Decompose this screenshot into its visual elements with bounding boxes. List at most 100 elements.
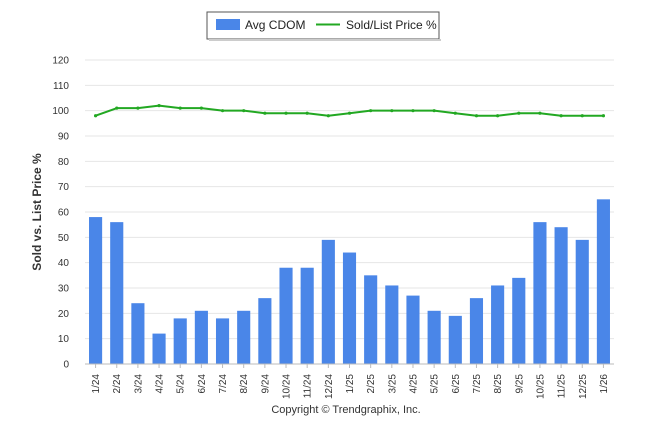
bar-avg-cdom-5-25 (427, 310, 441, 364)
y-tick-label: 60 (58, 208, 70, 219)
point-sold-list-6-25 (453, 111, 457, 115)
bar-avg-cdom-3-25 (385, 285, 399, 364)
legend-label-sold-list: Sold/List Price % (346, 18, 437, 32)
bar-avg-cdom-5-24 (173, 318, 187, 364)
bar-avg-cdom-6-25 (448, 315, 462, 364)
bar-avg-cdom-7-25 (469, 298, 484, 364)
bar-avg-cdom-1-25 (342, 252, 357, 364)
x-tick-label: 5/24 (176, 374, 187, 394)
x-tick-label: 7/24 (218, 374, 229, 394)
point-sold-list-9-24 (263, 111, 267, 115)
bar-avg-cdom-4-24 (152, 333, 166, 364)
bar-avg-cdom-10-25 (533, 222, 547, 364)
point-sold-list-11-25 (559, 114, 563, 118)
bar-avg-cdom-1-24 (89, 217, 103, 364)
x-tick-label: 9/24 (260, 374, 271, 394)
bar-avg-cdom-8-25 (491, 285, 505, 364)
bar-series (89, 199, 610, 364)
x-tick-label: 12/24 (324, 374, 335, 399)
bar-avg-cdom-9-25 (512, 277, 526, 364)
y-tick-label: 120 (52, 56, 69, 67)
bar-avg-cdom-7-24 (215, 318, 230, 364)
bar-avg-cdom-9-24 (258, 298, 272, 364)
bar-avg-cdom-3-24 (131, 303, 145, 364)
x-tick-label: 2/24 (112, 374, 123, 394)
x-tick-label: 6/24 (197, 374, 208, 394)
bar-avg-cdom-1-26 (596, 199, 610, 364)
point-sold-list-3-24 (136, 106, 140, 110)
y-tick-label: 70 (58, 182, 70, 193)
point-sold-list-11-24 (305, 111, 309, 115)
x-tick-label: 3/25 (387, 374, 398, 394)
y-tick-label: 30 (58, 284, 70, 295)
bar-avg-cdom-12-25 (575, 239, 589, 364)
y-tick-label: 40 (58, 258, 70, 269)
point-sold-list-8-25 (496, 114, 500, 118)
point-sold-list-12-25 (580, 114, 584, 118)
point-sold-list-1-24 (93, 114, 98, 118)
x-tick-label: 12/25 (578, 374, 589, 399)
y-tick-label: 10 (58, 334, 70, 345)
bar-avg-cdom-8-24 (237, 310, 251, 364)
x-tick-label: 2/25 (366, 374, 377, 394)
bar-avg-cdom-11-24 (300, 267, 314, 364)
bar-avg-cdom-11-25 (554, 227, 568, 364)
x-tick-label: 9/25 (514, 374, 525, 394)
point-sold-list-10-25 (538, 111, 542, 115)
gridlines (85, 59, 614, 340)
point-sold-list-4-25 (411, 109, 415, 113)
point-sold-list-2-25 (369, 109, 373, 113)
y-axis-ticks: 0 10 20 30 40 50 60 70 80 90 100 110 120 (52, 56, 69, 371)
bar-avg-cdom-12-24 (321, 239, 335, 364)
point-sold-list-3-25 (390, 109, 394, 113)
x-tick-label: 8/25 (493, 374, 504, 394)
x-tick-label: 1/26 (599, 374, 610, 394)
x-tick-label: 10/24 (282, 374, 293, 399)
x-tick-label: 4/25 (408, 374, 419, 394)
x-tick-label: 11/24 (303, 374, 314, 399)
point-sold-list-1-25 (347, 111, 352, 115)
y-tick-label: 0 (63, 360, 69, 371)
legend-swatch-avg-cdom (216, 19, 240, 30)
line-series (93, 104, 606, 118)
y-tick-label: 20 (58, 309, 70, 320)
point-sold-list-12-24 (326, 114, 330, 118)
point-sold-list-7-25 (474, 114, 479, 118)
x-tick-label: 11/25 (557, 374, 568, 399)
x-axis-ticks: 1/24 2/24 3/24 4/24 5/24 6/24 7/24 8/24 9/24 10/2… (91, 364, 610, 399)
point-sold-list-8-24 (242, 109, 246, 113)
legend[interactable]: Avg CDOM Sold/List Price % (206, 11, 441, 41)
x-tick-label: 7/25 (472, 374, 483, 394)
point-sold-list-10-24 (284, 111, 288, 115)
y-tick-label: 110 (53, 81, 69, 92)
x-tick-label: 1/25 (345, 374, 356, 394)
x-tick-label: 10/25 (535, 374, 546, 399)
point-sold-list-5-25 (432, 109, 436, 113)
y-tick-label: 80 (58, 157, 70, 168)
bar-avg-cdom-10-24 (279, 267, 293, 364)
point-sold-list-6-24 (199, 106, 203, 110)
point-sold-list-7-24 (220, 109, 225, 113)
legend-shadow (209, 39, 441, 41)
y-axis-label: Sold vs. List Price % (30, 153, 44, 271)
x-tick-label: 4/24 (155, 374, 166, 394)
bar-avg-cdom-6-24 (194, 310, 208, 364)
copyright-text: Copyright © Trendgraphix, Inc. (271, 404, 420, 416)
bar-avg-cdom-4-25 (406, 295, 420, 364)
y-tick-label: 100 (52, 106, 69, 117)
point-sold-list-5-24 (178, 106, 182, 110)
point-sold-list-1-26 (601, 114, 606, 118)
x-tick-label: 8/24 (239, 374, 250, 394)
bar-avg-cdom-2-25 (364, 275, 378, 364)
x-tick-label: 5/25 (430, 374, 441, 394)
point-sold-list-2-24 (115, 106, 119, 110)
point-sold-list-4-24 (157, 104, 161, 108)
y-tick-label: 50 (58, 233, 70, 244)
y-tick-label: 90 (58, 132, 70, 143)
x-tick-label: 1/24 (91, 374, 102, 394)
point-sold-list-9-25 (517, 111, 521, 115)
x-tick-label: 3/24 (133, 374, 144, 394)
legend-label-avg-cdom: Avg CDOM (245, 18, 305, 32)
